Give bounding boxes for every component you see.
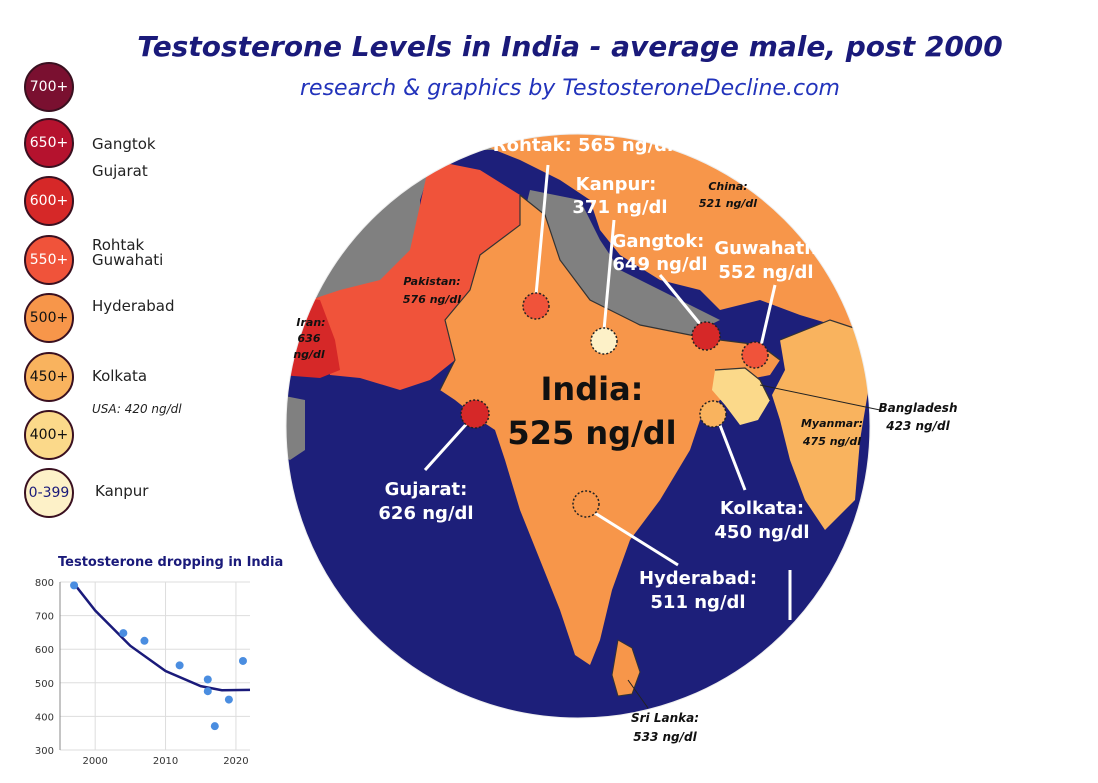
- y-tick-label: 600: [35, 645, 54, 656]
- label-pakistan-value: 576 ng/dl: [403, 293, 461, 306]
- y-tick-label: 800: [35, 578, 54, 589]
- label-gujarat-value: 626 ng/dl: [378, 503, 473, 524]
- data-point: [70, 581, 79, 590]
- label-bangladesh-value: 423 ng/dl: [885, 419, 950, 433]
- marker-kanpur: [590, 327, 618, 355]
- page-subtitle: research & graphics by TestosteroneDecli…: [300, 76, 840, 101]
- legend-entry-guwahati: Guwahati: [92, 251, 164, 269]
- x-tick-label: 2000: [82, 756, 107, 767]
- page-title: Testosterone Levels in India - average m…: [137, 30, 1003, 63]
- legend-circle-2: 600+: [24, 176, 74, 226]
- legend-circle-7: 0-399: [24, 468, 74, 518]
- marker-hyderabad: [572, 490, 600, 518]
- india-name: India:: [541, 370, 644, 408]
- legend-circle-1: 650+: [24, 118, 74, 168]
- legend-entry-kanpur: Kanpur: [95, 482, 149, 500]
- label-kanpur-name: Kanpur:: [576, 174, 657, 195]
- srilanka-land: [611, 639, 641, 697]
- mini-scatter-chart: 300 400 500 600 700 800 2000 2010 2020: [35, 578, 251, 767]
- india-value: 525 ng/dl: [507, 414, 676, 452]
- label-china-name: China:: [708, 180, 747, 193]
- bangladesh-land: [712, 368, 770, 425]
- label-guwahati-name: Guwahati:: [714, 238, 817, 259]
- label-myanmar-value: 475 ng/dl: [802, 435, 861, 448]
- label-myanmar-name: Myanmar:: [801, 417, 863, 430]
- legend-circle-4: 500+: [24, 293, 74, 343]
- borders: [439, 194, 861, 401]
- legend-entry-hyderabad: Hyderabad: [92, 297, 175, 315]
- data-point: [175, 661, 184, 670]
- legend-entry-kolkata: Kolkata: [92, 367, 148, 385]
- pakistan-land: [310, 160, 520, 390]
- data-point: [203, 675, 212, 684]
- data-point: [203, 687, 212, 696]
- legend-entry-usa: USA: 420 ng/dl: [92, 402, 182, 416]
- pointer-lines: [423, 164, 792, 620]
- label-kanpur-value: 371 ng/dl: [572, 197, 667, 218]
- label-kolkata-name: Kolkata:: [720, 498, 804, 519]
- label-gangtok-value: 649 ng/dl: [612, 254, 707, 275]
- data-point: [140, 636, 149, 645]
- marker-guwahati: [741, 341, 769, 369]
- marker-gujarat: [460, 399, 490, 429]
- label-iran-name: Iran:: [296, 316, 325, 329]
- trend-line: [73, 582, 251, 692]
- data-point: [210, 722, 219, 731]
- x-tick-label: 2020: [223, 756, 248, 767]
- label-srilanka-name: Sri Lanka:: [631, 711, 699, 725]
- label-hyderabad-name: Hyderabad:: [639, 568, 757, 589]
- legend-circle-6: 400+: [24, 410, 74, 460]
- label-kolkata-value: 450 ng/dl: [714, 522, 809, 543]
- label-iran-value1: 636: [298, 332, 321, 345]
- y-tick-label: 300: [35, 746, 54, 757]
- legend-circle-3: 550+: [24, 235, 74, 285]
- legend-circle-5: 450+: [24, 352, 74, 402]
- legend-entry-gangtok: Gangtok: [92, 135, 156, 153]
- marker-rohtak: [522, 292, 550, 320]
- y-tick-label: 500: [35, 679, 54, 690]
- label-bangladesh-name: Bangladesh: [878, 401, 957, 415]
- label-guwahati-value: 552 ng/dl: [718, 262, 813, 283]
- bangladesh-pointer: [759, 384, 881, 411]
- data-point: [238, 656, 247, 665]
- label-srilanka-value: 533 ng/dl: [633, 730, 697, 744]
- marker-gangtok: [691, 321, 721, 351]
- legend-entry-rohtak: Rohtak: [92, 236, 145, 254]
- y-tick-label: 400: [35, 712, 54, 723]
- legend-entry-gujarat: Gujarat: [92, 162, 148, 180]
- myanmar-land: [772, 320, 870, 530]
- label-rohtak: Rohtak: 565 ng/dl: [493, 135, 673, 156]
- label-pakistan-name: Pakistan:: [403, 275, 460, 288]
- data-point: [119, 629, 128, 638]
- y-tick-label: 700: [35, 612, 54, 623]
- globe-outline: [285, 133, 871, 719]
- srilanka-pointer: [627, 679, 649, 709]
- label-iran-value2: ng/dl: [293, 348, 325, 361]
- label-gangtok-name: Gangtok:: [612, 231, 705, 252]
- label-gujarat-name: Gujarat:: [385, 479, 468, 500]
- marker-kolkata: [699, 400, 727, 428]
- x-tick-label: 2010: [153, 756, 178, 767]
- label-china-value: 521 ng/dl: [699, 197, 757, 210]
- mini-chart-title: Testosterone dropping in India: [58, 555, 284, 570]
- data-point: [224, 695, 233, 704]
- label-hyderabad-value: 511 ng/dl: [650, 592, 745, 613]
- legend-circle-0: 700+: [24, 62, 74, 112]
- gray-land-arabia: [286, 395, 305, 460]
